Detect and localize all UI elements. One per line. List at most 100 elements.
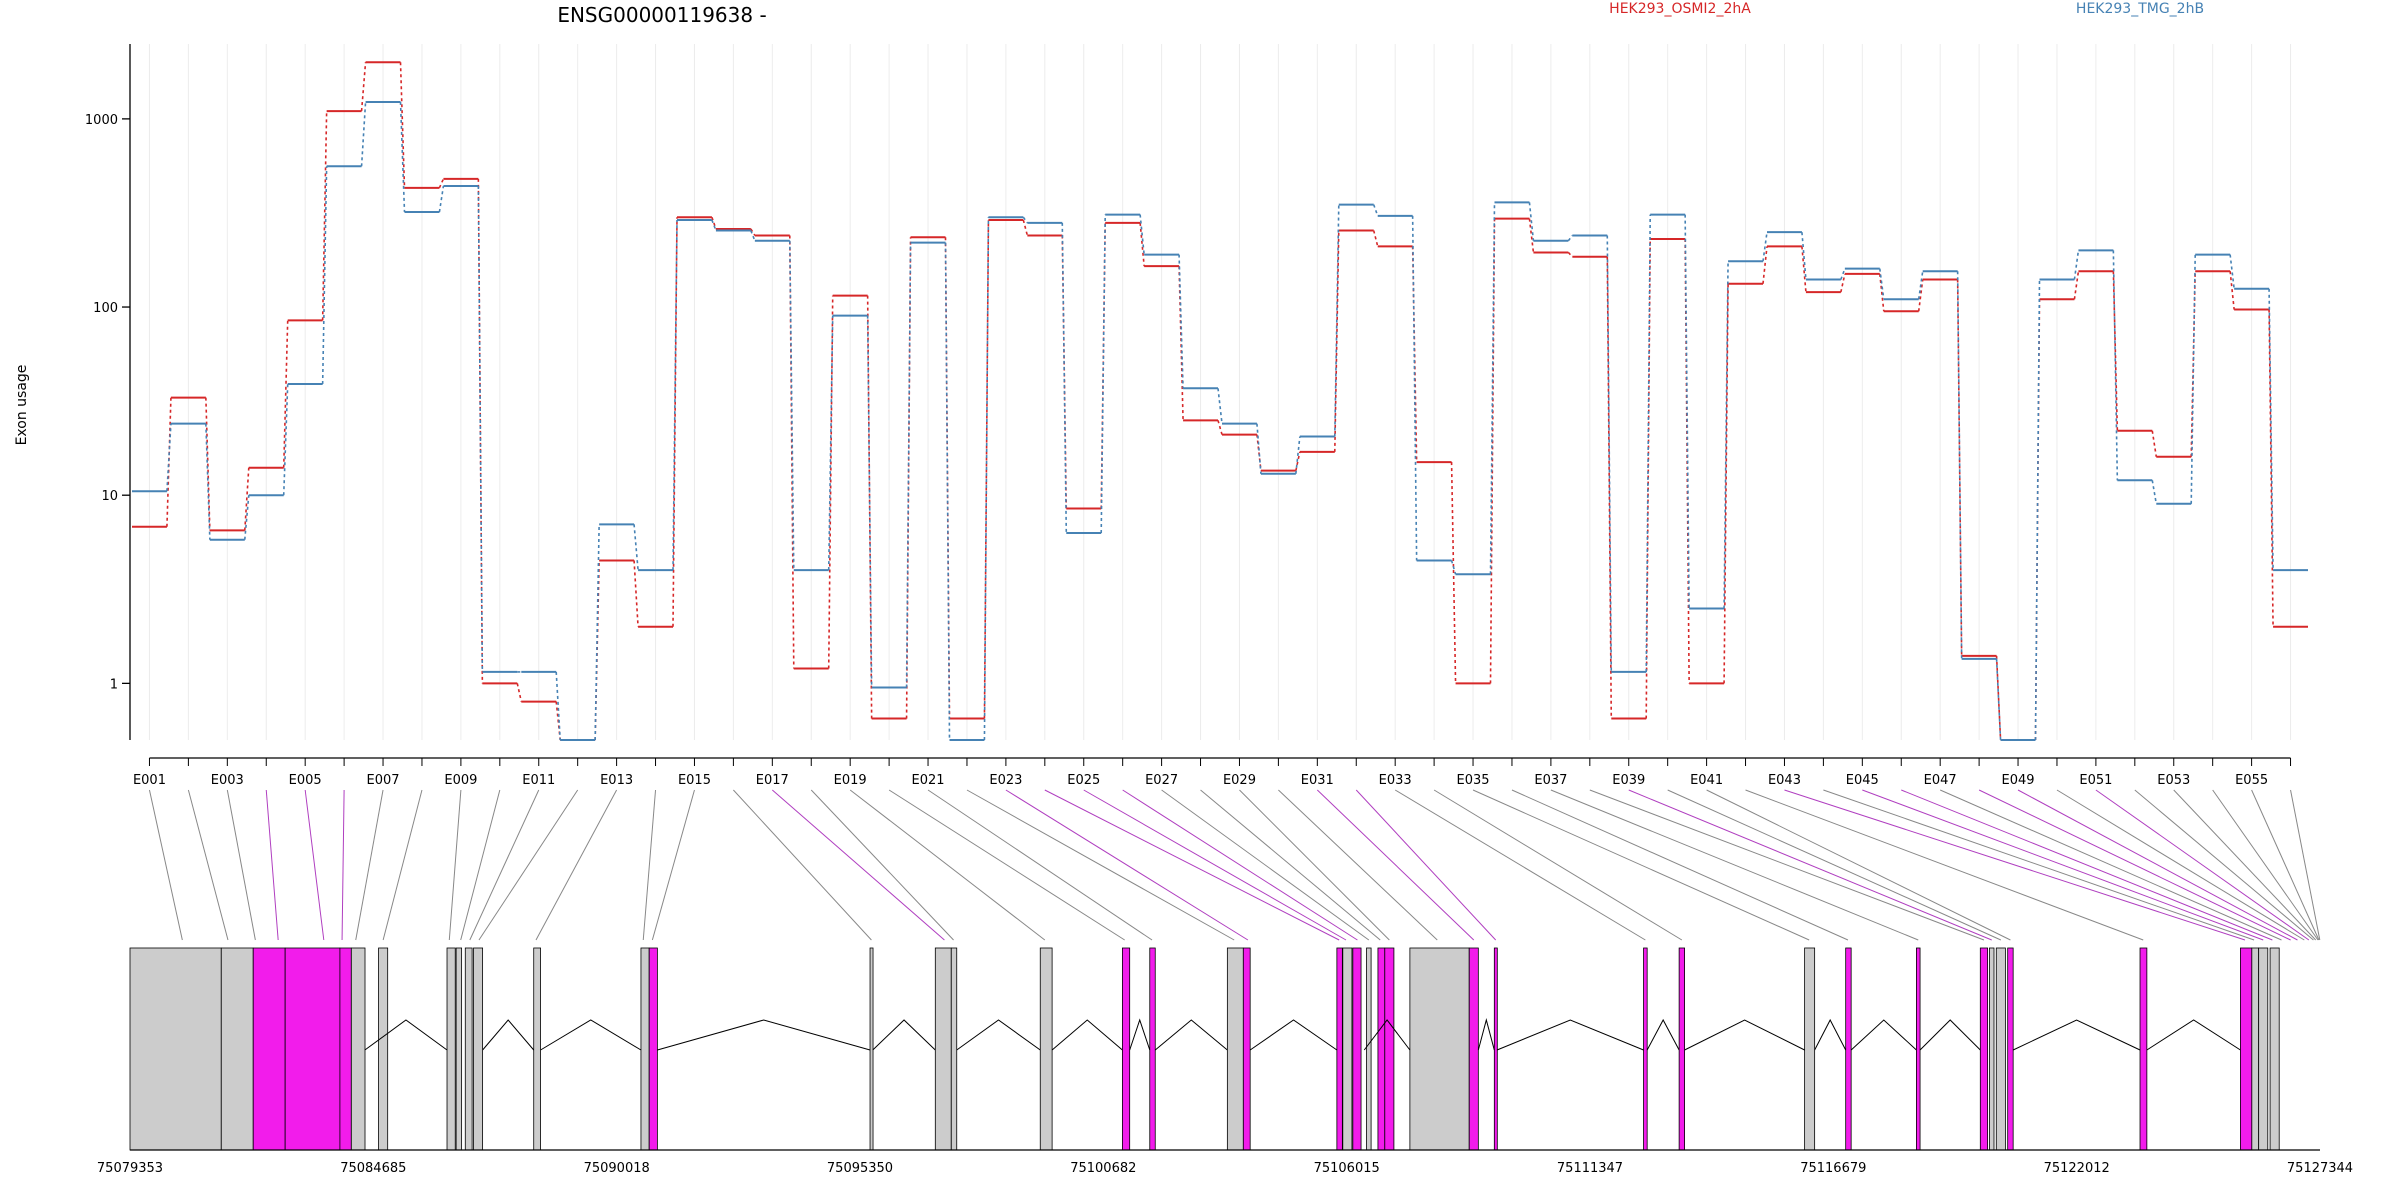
exon-transition bbox=[1450, 462, 1457, 684]
exon-transition bbox=[633, 524, 639, 571]
exon-transition bbox=[321, 111, 328, 321]
exon-transition bbox=[2268, 288, 2274, 571]
exon-block bbox=[934, 947, 952, 1151]
exon-transition bbox=[1878, 268, 1885, 300]
exon-transition bbox=[1762, 246, 1768, 284]
exon-label: E025 bbox=[1067, 773, 1100, 788]
exon-connector bbox=[469, 789, 540, 941]
intron-line bbox=[2146, 1019, 2241, 1051]
significant-exon-block bbox=[1979, 947, 1989, 1151]
exon-transition bbox=[477, 185, 484, 672]
exon-label: E029 bbox=[1223, 773, 1256, 788]
exon-connector bbox=[1278, 789, 1438, 941]
intron-line bbox=[1363, 1019, 1411, 1051]
exon-transition bbox=[1723, 283, 1729, 684]
intron-line bbox=[540, 1019, 642, 1051]
exon-connector bbox=[1939, 789, 2282, 941]
intron-line bbox=[1646, 1018, 1680, 1051]
exon-connector bbox=[1122, 789, 1358, 941]
exon-label: E037 bbox=[1534, 773, 1567, 788]
exon-transition bbox=[1100, 214, 1107, 533]
exon-label: E017 bbox=[756, 773, 789, 788]
coordinate-label: 75084685 bbox=[340, 1161, 406, 1176]
exon-axis: E001 E003 E005 E007 E009 E011 E013 E015 E017 E019… bbox=[133, 757, 2292, 788]
significant-exon-block bbox=[1384, 947, 1395, 1151]
significant-exon-block bbox=[1845, 947, 1852, 1151]
vertical-grid bbox=[148, 44, 2292, 740]
exon-transition bbox=[399, 62, 406, 188]
exon-transition bbox=[360, 62, 367, 112]
exon-connector bbox=[1394, 789, 1646, 941]
exon-transition bbox=[2151, 430, 2158, 457]
exon-label: E047 bbox=[1924, 773, 1957, 788]
exon-transition bbox=[1178, 254, 1184, 389]
exon-block bbox=[455, 947, 463, 1151]
exon-connector bbox=[966, 789, 1235, 941]
exon-label: E035 bbox=[1457, 773, 1490, 788]
exon-transition bbox=[1567, 235, 1573, 242]
exon-connector bbox=[304, 789, 325, 941]
significant-exon-block bbox=[1678, 947, 1685, 1151]
exon-transition bbox=[1567, 251, 1573, 258]
intron-line bbox=[1496, 1019, 1644, 1051]
exon-transition bbox=[2073, 250, 2080, 280]
intron-line bbox=[1919, 1019, 1981, 1051]
exon-connector bbox=[226, 789, 256, 941]
y-tick-label: 100 bbox=[93, 301, 118, 316]
exon-connector bbox=[1784, 789, 2246, 941]
exon-connector bbox=[448, 789, 462, 941]
exon-connector bbox=[1316, 789, 1475, 941]
exon-transition bbox=[516, 683, 523, 702]
exon-block bbox=[1995, 947, 2006, 1151]
exon-transition bbox=[866, 295, 873, 719]
coordinate-label: 75079353 bbox=[97, 1161, 163, 1176]
exon-label: E049 bbox=[2002, 773, 2035, 788]
exon-connector bbox=[651, 789, 695, 941]
intron-line bbox=[1850, 1019, 1917, 1051]
exon-transition bbox=[1684, 214, 1690, 609]
exon-connector bbox=[1589, 789, 1985, 941]
exon-transition bbox=[711, 219, 717, 231]
exon-transition bbox=[1840, 268, 1846, 280]
significant-exon-block bbox=[648, 947, 658, 1151]
intron-line bbox=[1129, 1018, 1151, 1051]
exon-label: E045 bbox=[1846, 773, 1879, 788]
exon-block bbox=[1039, 947, 1053, 1151]
exon-connector bbox=[1978, 789, 2291, 941]
exon-connector bbox=[1472, 789, 1810, 941]
exon-connector bbox=[1044, 789, 1340, 941]
exon-transition bbox=[1061, 235, 1068, 509]
exon-label: E051 bbox=[2079, 773, 2112, 788]
exon-connector bbox=[265, 789, 279, 941]
exon-connector bbox=[148, 789, 183, 941]
exon-label: E053 bbox=[2157, 773, 2190, 788]
exon-connector bbox=[2095, 789, 2310, 941]
significant-exon-block bbox=[1493, 947, 1498, 1151]
exon-transition bbox=[672, 217, 678, 627]
significant-exon-block bbox=[1643, 947, 1648, 1151]
exon-transition bbox=[399, 101, 406, 213]
exon-connector bbox=[1005, 789, 1249, 941]
intron-line bbox=[482, 1019, 535, 1051]
exon-transition bbox=[1995, 658, 2002, 741]
exon-label: E039 bbox=[1612, 773, 1645, 788]
coordinate-label: 75106015 bbox=[1314, 1161, 1380, 1176]
exon-label: E043 bbox=[1768, 773, 1801, 788]
legend-entry-osmi2: HEK293_OSMI2_2hA bbox=[1609, 1, 1751, 17]
exon-transition bbox=[1022, 216, 1029, 224]
significant-exon-block bbox=[2139, 947, 2148, 1151]
exon-connector bbox=[733, 789, 872, 941]
exon-transition bbox=[594, 524, 600, 741]
exon-connector bbox=[1355, 789, 1497, 941]
exon-transition bbox=[1372, 204, 1379, 217]
exon-block bbox=[533, 947, 541, 1151]
exon-transition bbox=[1645, 238, 1652, 719]
intron-line bbox=[1154, 1019, 1228, 1051]
exon-connector bbox=[642, 789, 657, 941]
series-layer bbox=[132, 61, 2308, 741]
exon-connector bbox=[771, 789, 945, 941]
exon-transition bbox=[1178, 266, 1184, 421]
exon-transition bbox=[711, 217, 717, 230]
exon-label: E011 bbox=[522, 773, 555, 788]
series-1 bbox=[132, 100, 2308, 741]
